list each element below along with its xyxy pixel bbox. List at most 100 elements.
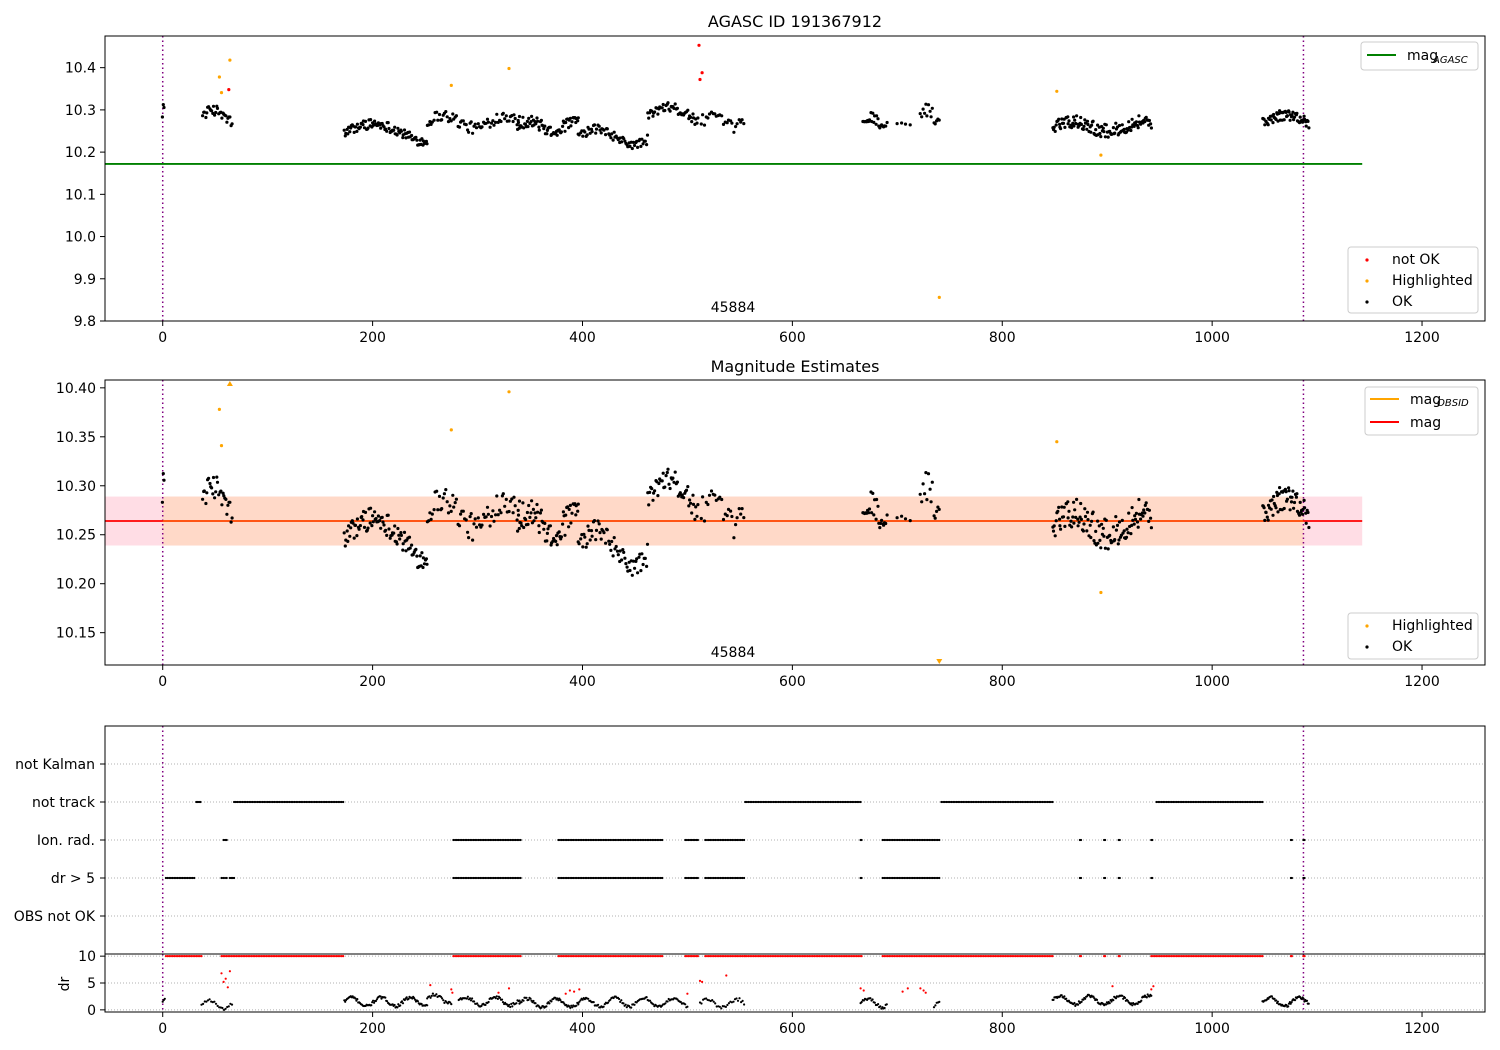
dr-clipped-point [1239,955,1242,958]
flag-point [817,800,820,804]
flag-point [901,876,904,880]
data-point [1288,118,1292,122]
flag-point [256,800,259,804]
data-point [469,999,473,1002]
dr-clipped-point [916,955,920,958]
dr-clipped-point [198,955,201,958]
dr-clipped-point [975,955,979,958]
dr-clipped-point [1041,955,1044,958]
data-point [517,126,521,130]
flag-point [472,838,475,842]
flag-point [636,838,639,842]
data-point [1116,542,1120,546]
data-point [699,122,703,126]
flag-point [898,838,901,842]
flag-point [459,876,462,880]
data-point [1126,128,1130,132]
dr-clipped-point [925,955,928,958]
data-point [1106,135,1110,139]
flag-point [622,876,625,880]
data-point [1282,506,1286,511]
data-point [609,548,613,553]
data-point [1085,127,1089,131]
legend-label: OK [1392,639,1413,655]
dr-clipped-point [268,955,271,958]
data-point [923,111,927,115]
data-point [411,997,414,1000]
dr-clipped-point [1160,955,1163,958]
data-point [678,491,682,495]
flag-point [619,876,622,880]
data-point [452,505,456,509]
flag-point [506,876,509,880]
data-point [1058,122,1062,126]
flag-point [641,838,644,842]
data-point [224,1007,227,1010]
data-point [453,501,457,505]
data-point [727,1002,731,1005]
flag-point [465,876,468,880]
legend-top: mag OBSID mag [1364,386,1479,436]
flag-point [225,838,228,842]
data-point [1111,525,1115,529]
flag-point [731,876,734,880]
data-point [1149,516,1153,520]
dr-clipped-point [1156,955,1160,958]
flag-point [1046,800,1049,804]
data-point [871,998,874,1001]
dr-clipped-point [842,955,845,958]
dr-clipped-point [1177,955,1180,958]
flag-point [222,876,225,880]
flag-point [590,838,594,842]
data-point [740,118,744,122]
dr-clipped-point [960,955,963,958]
flag-point [564,876,567,880]
data-point [604,541,608,545]
flag-point [893,838,896,842]
data-point [473,1000,476,1003]
flag-point [1182,800,1185,804]
data-point [1098,131,1102,136]
data-point [219,91,224,95]
data-point [637,555,641,559]
data-point [386,513,390,517]
flag-point [1007,800,1010,804]
flag-point [731,838,734,842]
data-point [1070,126,1074,130]
data-point [1289,500,1294,504]
legend-label-subscript: AGASC [1432,55,1468,66]
flag-point [839,800,842,804]
dr-clipped-point [1197,955,1200,958]
x-tick-label: 600 [779,330,806,346]
dr-clipped-point [727,955,731,958]
flag-point [829,800,832,804]
flag-point [624,838,627,842]
data-point [599,131,603,135]
data-point [668,486,672,491]
flag-point [332,800,335,804]
data-point [393,125,397,129]
dr-clipped-point [942,955,945,958]
flag-point [171,876,174,880]
data-point [494,997,497,1000]
dr-clipped-point [619,955,622,958]
flag-point [745,800,748,804]
flag-point [1041,800,1044,804]
dr-clipped-point [843,955,846,958]
data-point [713,112,717,116]
data-point [622,137,626,141]
data-point [536,119,540,123]
data-point [680,493,684,497]
data-point [623,556,627,560]
dr-clipped-point [467,955,470,958]
data-point [366,126,370,130]
dr-clipped-point [1205,955,1208,958]
flag-point [1248,800,1251,804]
data-point [576,502,580,506]
flag-point [647,838,650,842]
data-point [503,117,507,121]
flag-point [333,800,336,804]
data-point [583,130,587,134]
data-point [224,497,228,501]
dr-clipped-point [980,955,984,958]
